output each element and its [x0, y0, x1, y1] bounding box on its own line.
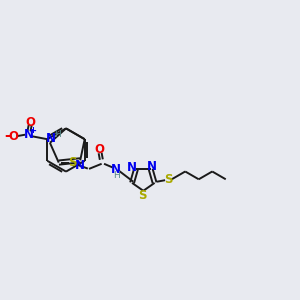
- Text: N: N: [147, 160, 157, 173]
- Text: O: O: [8, 130, 18, 143]
- Text: N: N: [111, 163, 121, 176]
- Text: O: O: [95, 143, 105, 157]
- Text: S: S: [68, 156, 76, 169]
- Text: H: H: [54, 130, 61, 139]
- Text: N: N: [46, 132, 56, 145]
- Text: N: N: [127, 161, 137, 174]
- Text: -: -: [4, 128, 10, 143]
- Text: S: S: [139, 189, 147, 202]
- Text: O: O: [25, 116, 35, 129]
- Text: H: H: [113, 171, 119, 180]
- Text: +: +: [29, 126, 36, 135]
- Text: S: S: [164, 173, 172, 186]
- Text: N: N: [75, 159, 85, 172]
- Text: N: N: [24, 128, 34, 141]
